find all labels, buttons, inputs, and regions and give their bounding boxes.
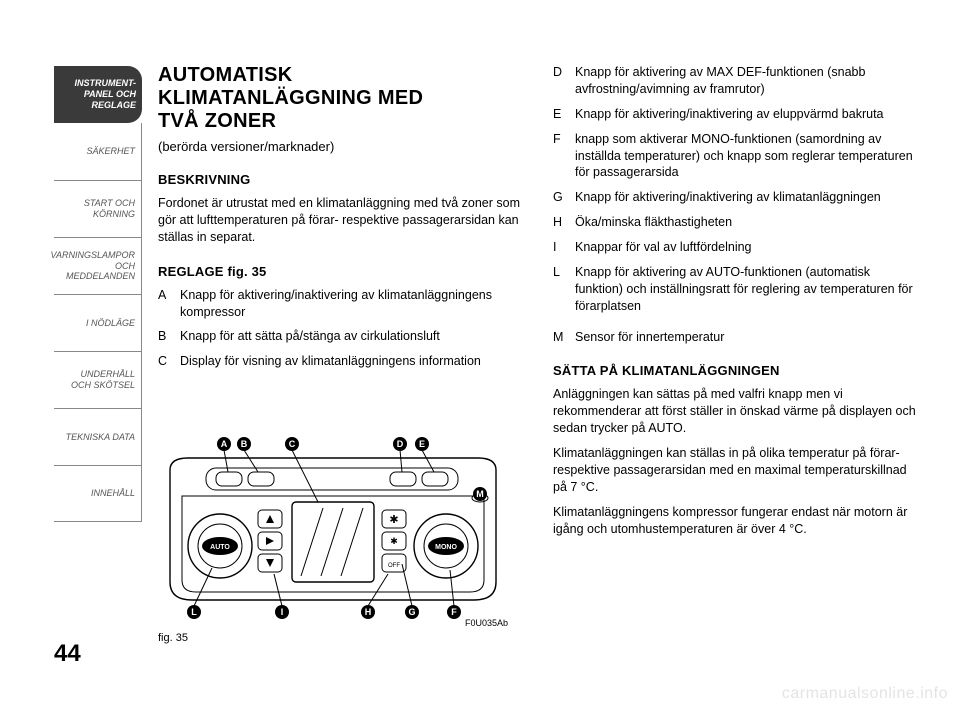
- paragraph: Anläggningen kan sättas på med valfri kn…: [553, 386, 918, 437]
- heading-reglage: REGLAGE fig. 35: [158, 264, 523, 279]
- right-column: D Knapp för aktivering av MAX DEF-funkti…: [553, 64, 918, 537]
- mono-label: MONO: [435, 544, 457, 551]
- heading-beskrivning: BESKRIVNING: [158, 172, 523, 187]
- control-desc: Knapp för att sätta på/stänga av cirkula…: [180, 328, 523, 345]
- svg-text:I: I: [281, 607, 284, 617]
- control-desc: Knapp för aktivering av AUTO-funktionen …: [575, 264, 918, 315]
- paragraph: Fordonet är utrustat med en klimatanlägg…: [158, 195, 523, 246]
- control-item: M Sensor för innertemperatur: [553, 329, 918, 346]
- sidebar-item-nodlage[interactable]: I NÖDLÄGE: [54, 294, 142, 351]
- subtitle: (berörda versioner/marknader): [158, 139, 523, 154]
- sidebar-item-label: START OCHKÖRNING: [84, 198, 135, 220]
- control-desc: knapp som aktiverar MONO-funktionen (sam…: [575, 131, 918, 182]
- control-desc: Knapp för aktivering/inaktivering av elu…: [575, 106, 918, 123]
- title-line-3: TVÅ ZONER: [158, 110, 276, 132]
- watermark: carmanualsonline.info: [782, 685, 948, 703]
- control-key: G: [553, 189, 575, 206]
- sidebar-item-start-korning[interactable]: START OCHKÖRNING: [54, 180, 142, 237]
- figure-caption: fig. 35: [158, 632, 508, 644]
- sidebar-item-varningslampor[interactable]: VARNINGSLAMPOROCHMEDDELANDEN: [54, 237, 142, 294]
- control-item: B Knapp för att sätta på/stänga av cirku…: [158, 328, 523, 345]
- figure-35: AUTO MONO ✱ ✱ OFF A B C D E M L I H G F: [158, 430, 508, 644]
- auto-label: AUTO: [210, 544, 230, 551]
- controls-list-right: D Knapp för aktivering av MAX DEF-funkti…: [553, 64, 918, 345]
- control-item: A Knapp för aktivering/inaktivering av k…: [158, 287, 523, 321]
- sidebar-item-tekniska-data[interactable]: TEKNISKA DATA: [54, 408, 142, 465]
- controls-list-left: A Knapp för aktivering/inaktivering av k…: [158, 287, 523, 371]
- figure-code: F0U035Ab: [158, 618, 508, 628]
- sidebar-item-label: TEKNISKA DATA: [66, 432, 135, 443]
- heading-satta-pa: SÄTTA PÅ KLIMATANLÄGGNINGEN: [553, 363, 918, 378]
- sidebar-item-label: INNEHÅLL: [91, 488, 135, 499]
- control-item: E Knapp för aktivering/inaktivering av e…: [553, 106, 918, 123]
- svg-text:M: M: [476, 489, 484, 499]
- page-number: 44: [54, 640, 81, 668]
- svg-text:L: L: [191, 607, 197, 617]
- control-key: D: [553, 64, 575, 98]
- page-title: AUTOMATISK KLIMATANLÄGGNING MED TVÅ ZONE…: [158, 64, 523, 133]
- control-item: G Knapp för aktivering/inaktivering av k…: [553, 189, 918, 206]
- svg-text:G: G: [408, 607, 415, 617]
- control-desc: Knapp för aktivering av MAX DEF-funktion…: [575, 64, 918, 98]
- sidebar-item-innehall[interactable]: INNEHÅLL: [54, 465, 142, 522]
- svg-text:F: F: [451, 607, 457, 617]
- svg-text:✱: ✱: [389, 514, 398, 526]
- control-key: M: [553, 329, 575, 346]
- sidebar-item-label: SÄKERHET: [86, 146, 135, 157]
- control-desc: Display för visning av klimatanläggninge…: [180, 353, 523, 370]
- svg-text:B: B: [241, 439, 248, 449]
- off-label: OFF: [388, 563, 400, 569]
- climate-control-diagram: AUTO MONO ✱ ✱ OFF A B C D E M L I H G F: [158, 430, 508, 630]
- control-item: F knapp som aktiverar MONO-funktionen (s…: [553, 131, 918, 182]
- control-key: A: [158, 287, 180, 321]
- control-key: L: [553, 264, 575, 315]
- svg-text:E: E: [419, 439, 425, 449]
- sidebar-item-label: UNDERHÅLLOCH SKÖTSEL: [71, 369, 135, 391]
- control-key: B: [158, 328, 180, 345]
- control-item: L Knapp för aktivering av AUTO-funktione…: [553, 264, 918, 315]
- paragraph: Klimatanläggningen kan ställas in på oli…: [553, 445, 918, 496]
- sidebar-item-label: I NÖDLÄGE: [86, 318, 135, 329]
- sidebar-item-sakerhet[interactable]: SÄKERHET: [54, 123, 142, 180]
- control-desc: Knapp för aktivering/inaktivering av kli…: [575, 189, 918, 206]
- control-item: C Display för visning av klimatanläggnin…: [158, 353, 523, 370]
- svg-text:D: D: [397, 439, 404, 449]
- svg-text:H: H: [365, 607, 372, 617]
- control-item: H Öka/minska fläkthastigheten: [553, 214, 918, 231]
- control-desc: Knapp för aktivering/inaktivering av kli…: [180, 287, 523, 321]
- sidebar-item-label: INSTRUMENT-PANEL OCHREGLAGE: [75, 78, 137, 110]
- control-desc: Knappar för val av luftfördelning: [575, 239, 918, 256]
- paragraph: Klimatanläggningens kompressor fungerar …: [553, 504, 918, 538]
- control-key: I: [553, 239, 575, 256]
- control-item: I Knappar för val av luftfördelning: [553, 239, 918, 256]
- title-line-2: KLIMATANLÄGGNING MED: [158, 87, 423, 109]
- control-desc: Öka/minska fläkthastigheten: [575, 214, 918, 231]
- control-desc: Sensor för innertemperatur: [575, 329, 918, 346]
- title-line-1: AUTOMATISK: [158, 64, 292, 86]
- sidebar-nav: INSTRUMENT-PANEL OCHREGLAGE SÄKERHET STA…: [54, 66, 142, 522]
- control-item: D Knapp för aktivering av MAX DEF-funkti…: [553, 64, 918, 98]
- control-key: C: [158, 353, 180, 370]
- svg-text:✱: ✱: [390, 536, 398, 546]
- svg-text:C: C: [289, 439, 296, 449]
- sidebar-item-underhall[interactable]: UNDERHÅLLOCH SKÖTSEL: [54, 351, 142, 408]
- control-key: H: [553, 214, 575, 231]
- sidebar-item-instrumentpanel[interactable]: INSTRUMENT-PANEL OCHREGLAGE: [54, 66, 142, 123]
- svg-text:A: A: [221, 439, 228, 449]
- control-key: F: [553, 131, 575, 182]
- sidebar-item-label: VARNINGSLAMPOROCHMEDDELANDEN: [50, 250, 135, 282]
- control-key: E: [553, 106, 575, 123]
